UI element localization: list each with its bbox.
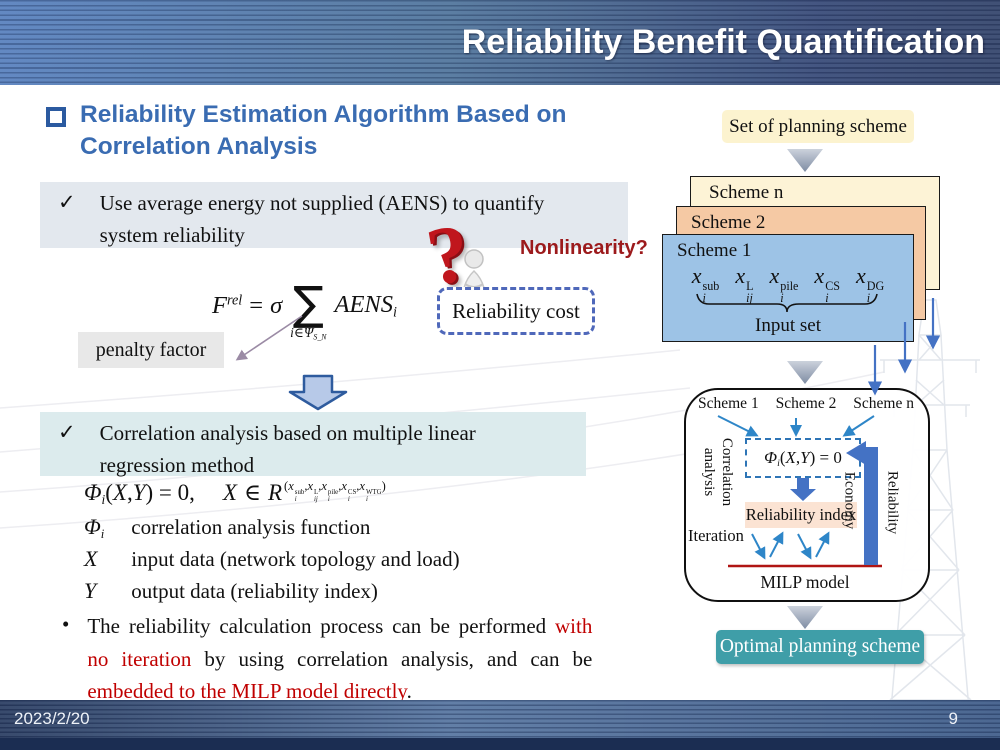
- summation-limit: i∈ΨS_N: [290, 325, 327, 342]
- reliability-cost-label: Reliability cost: [452, 298, 580, 323]
- set-of-planning-scheme-box: Set of planning scheme: [722, 110, 914, 143]
- reliability-index-box: Reliability index: [745, 502, 857, 528]
- formula-aens: Frel = σ ∑ i∈ΨS_N AENSi: [212, 280, 397, 346]
- optimal-planning-scheme-box: Optimal planning scheme: [716, 630, 924, 664]
- section-heading: Reliability Estimation Algorithm Based o…: [46, 99, 621, 164]
- conclusion-bullet: • The reliability calculation process ca…: [58, 610, 603, 708]
- footer-bar: 2023/2/20 9: [0, 700, 1000, 738]
- callout-aens: ✓ Use average energy not supplied (AENS)…: [40, 182, 628, 248]
- square-bullet-icon: [46, 107, 66, 127]
- conclusion-text: The reliability calculation process can …: [87, 614, 593, 704]
- slide-title: Reliability Benefit Quantification: [461, 23, 985, 61]
- page-number: 9: [948, 709, 958, 728]
- nonlinearity-label: Nonlinearity?: [520, 237, 648, 259]
- input-set-label: Input set: [755, 315, 821, 336]
- definition-x: X input data (network topology and load): [84, 546, 460, 571]
- reliability-label: Reliability: [884, 470, 901, 535]
- flow-scheme-row: Scheme 1 Scheme 2 Scheme n: [698, 395, 914, 413]
- formula-aens-lhs: Frel = σ: [212, 292, 283, 319]
- callout-aens-text: Use average energy not supplied (AENS) t…: [99, 191, 545, 247]
- flow-scheme-2: Scheme 2: [775, 395, 837, 412]
- penalty-factor-label: penalty factor: [95, 338, 207, 361]
- section-heading-text: Reliability Estimation Algorithm Based o…: [80, 101, 567, 161]
- definition-phi: Φi correlation analysis function: [84, 514, 371, 541]
- summation-symbol: ∑ i∈ΨS_N: [290, 276, 327, 342]
- correlation-analysis-label: Correlation analysis: [701, 437, 735, 507]
- footer-strip: [0, 738, 1000, 750]
- footer-date: 2023/2/20: [14, 709, 90, 728]
- checkmark-icon: ✓: [58, 190, 76, 214]
- penalty-factor-box: penalty factor: [78, 332, 224, 368]
- checkmark-icon: ✓: [58, 420, 76, 444]
- bullet-dot: •: [62, 612, 70, 636]
- title-bar: Reliability Benefit Quantification: [0, 0, 1000, 85]
- flow-scheme-1: Scheme 1: [698, 395, 759, 412]
- iteration-label: Iteration: [688, 526, 744, 545]
- milp-model-label: MILP model: [760, 572, 850, 592]
- definition-y: Y output data (reliability index): [84, 578, 378, 603]
- callout-correlation: ✓ Correlation analysis based on multiple…: [40, 412, 586, 477]
- formula-aens-rhs: AENSi: [334, 290, 397, 321]
- flow-scheme-n: Scheme n: [853, 395, 914, 412]
- economy-label: Economy: [841, 471, 858, 530]
- reliability-cost-box: Reliability cost: [437, 287, 595, 335]
- callout-correlation-text: Correlation analysis based on multiple l…: [99, 421, 476, 477]
